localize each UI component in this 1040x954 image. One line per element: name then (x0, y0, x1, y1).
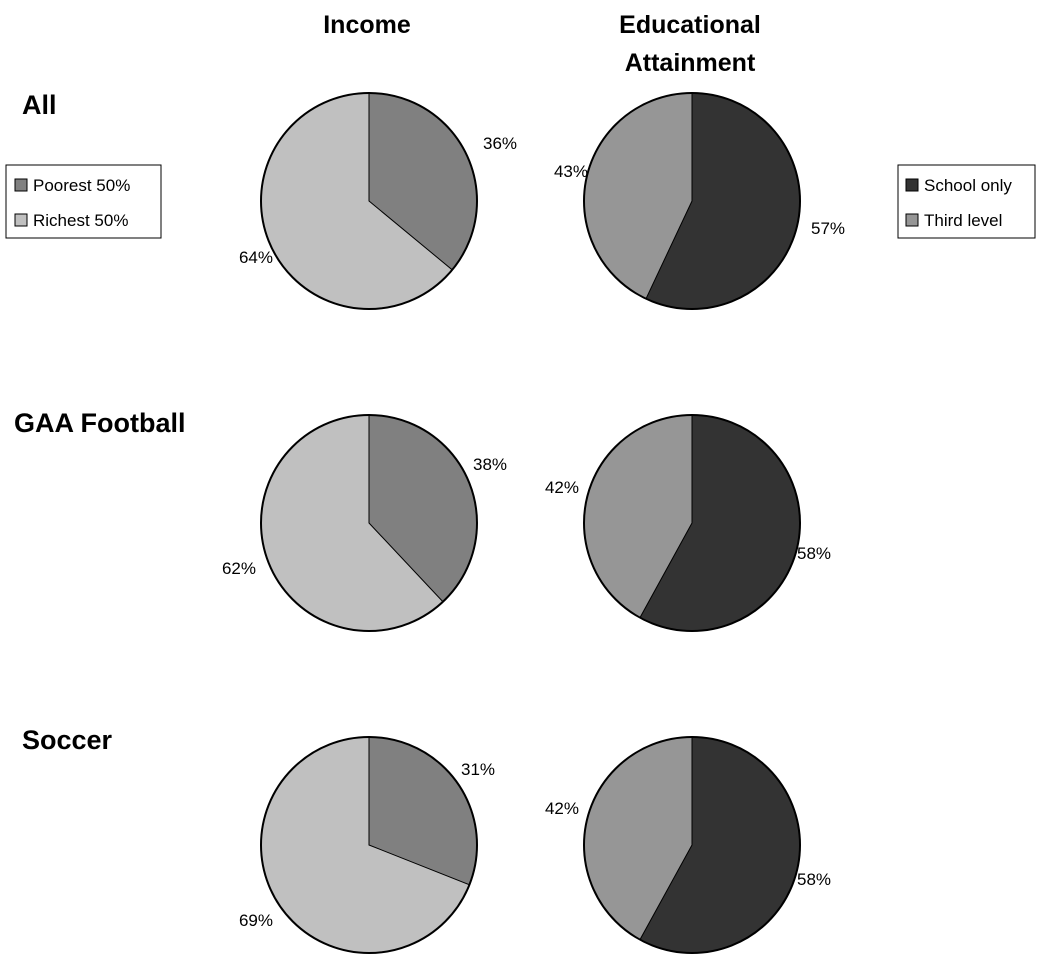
data-label-poorest-50: 38% (473, 455, 507, 474)
pie-all-educational-attainment: 57% 43% (554, 92, 845, 310)
row-label-all: All (22, 90, 57, 120)
legend-swatch-school-only (905, 178, 919, 192)
pie-outline (583, 736, 801, 954)
column-title-income: Income (323, 11, 411, 39)
legend-label-third-level: Third level (924, 211, 1002, 230)
pie-soccer-income: 31% 69% (239, 736, 495, 954)
legend-swatch-richest (14, 213, 28, 227)
pie-outline (260, 414, 478, 632)
pie-outline (583, 92, 801, 310)
pies-layer: 36% 64% 57% 43% 38% 62% 58% 42% 31% 69% 58% 42% (222, 92, 845, 954)
data-label-richest-50: 62% (222, 559, 256, 578)
legend-income-frame (5, 164, 162, 239)
legend-income: Poorest 50% Richest 50% (5, 164, 162, 239)
data-label-richest-50: 64% (239, 248, 273, 267)
pie-outline (583, 414, 801, 632)
pie-soccer-educational-attainment: 58% 42% (545, 736, 831, 954)
data-label-third-level: 42% (545, 478, 579, 497)
data-label-third-level: 43% (554, 162, 588, 181)
data-label-school-only: 58% (797, 544, 831, 563)
pie-outline (260, 736, 478, 954)
legend-swatch-poorest (14, 178, 28, 192)
legend-label-poorest: Poorest 50% (33, 176, 130, 195)
legend-label-school-only: School only (924, 176, 1012, 195)
legend-label-richest: Richest 50% (33, 211, 128, 230)
legend-education: School only Third level (897, 164, 1036, 239)
row-label-gaa-football: GAA Football (14, 408, 185, 438)
data-label-school-only: 58% (797, 870, 831, 889)
data-label-school-only: 57% (811, 219, 845, 238)
column-title-education-line2: Attainment (625, 49, 756, 77)
data-label-third-level: 42% (545, 799, 579, 818)
pie-all-income: 36% 64% (239, 92, 517, 310)
pie-gaa-football-income: 38% 62% (222, 414, 507, 632)
pie-outline (260, 92, 478, 310)
legend-swatch-third-level (905, 213, 919, 227)
pie-gaa-football-educational-attainment: 58% 42% (545, 414, 831, 632)
row-label-soccer: Soccer (22, 725, 113, 755)
data-label-poorest-50: 31% (461, 760, 495, 779)
data-label-richest-50: 69% (239, 911, 273, 930)
data-label-poorest-50: 36% (483, 134, 517, 153)
column-title-education-line1: Educational (619, 11, 761, 39)
legend-education-frame (897, 164, 1036, 239)
